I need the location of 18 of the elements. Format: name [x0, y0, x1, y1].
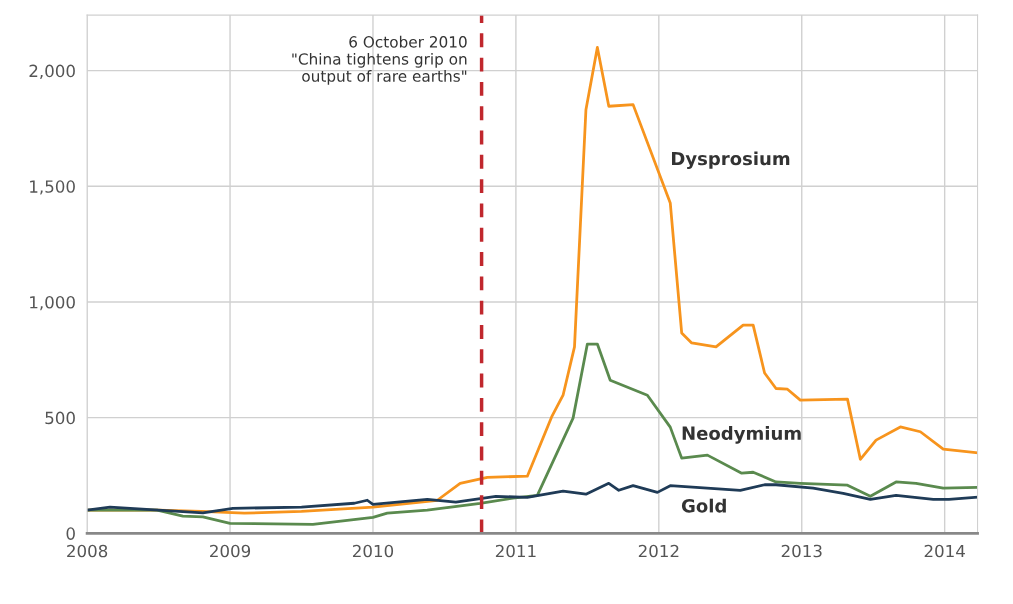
x-tick-label: 2014	[924, 544, 965, 558]
y-tick-label: 500	[45, 411, 75, 425]
series-label: Gold	[681, 498, 726, 513]
y-tick-label: 1,000	[30, 295, 75, 311]
line-series	[87, 481, 978, 515]
series-label: Neodymium	[682, 426, 801, 444]
x-tick-label: 2009	[210, 544, 251, 558]
y-tick-label: 2,000	[29, 64, 75, 79]
x-tick-label: 2013	[781, 544, 822, 558]
y-tick-label: 0	[66, 527, 75, 540]
x-tick-label: 2010	[352, 544, 394, 558]
x-tick-label: 2011	[495, 544, 536, 558]
series-label: Dysprosium	[672, 151, 790, 170]
y-tick-label: 1,500	[30, 180, 75, 195]
annotation: 6 October 2010 "China tightens grip on output of rare earths"	[292, 35, 467, 85]
x-tick-label: 2008	[67, 544, 108, 558]
line-series	[87, 342, 978, 526]
x-tick-label: 2012	[638, 544, 679, 558]
